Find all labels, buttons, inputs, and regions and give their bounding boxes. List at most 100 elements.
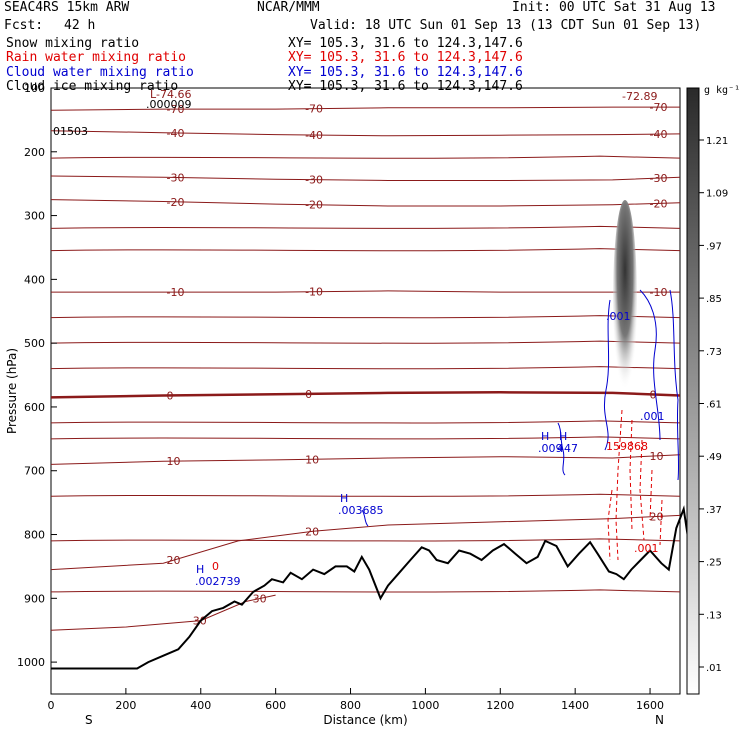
cloud-small bbox=[557, 422, 566, 476]
contour-label: 10 bbox=[305, 453, 319, 466]
colorbar-tick-label: .37 bbox=[706, 505, 722, 516]
contour-label: -30 bbox=[305, 174, 323, 187]
contour-line bbox=[50, 315, 681, 319]
contour-label: -40 bbox=[650, 128, 668, 141]
contour-label: -40 bbox=[167, 127, 185, 140]
contour-10 bbox=[50, 454, 681, 465]
h-label: H bbox=[559, 430, 567, 443]
colorbar-tick-label: .73 bbox=[706, 347, 722, 358]
field-rain-xy: XY= 105.3, 31.6 to 124.3,147.6 bbox=[288, 50, 523, 65]
h-label: H bbox=[340, 492, 348, 505]
contour-line bbox=[50, 225, 681, 229]
contour-line bbox=[50, 436, 681, 440]
contour-line bbox=[50, 248, 681, 252]
x-tick-label: 1200 bbox=[486, 699, 514, 712]
contour-label: -70 bbox=[650, 101, 668, 114]
contour-label: 0 bbox=[650, 389, 657, 402]
y-tick-label: 1000 bbox=[17, 656, 45, 669]
annotations: L -74.66.000009-72.8901503H.003685H.00273… bbox=[53, 88, 665, 588]
field-rain: Rain water mixing ratio bbox=[6, 50, 187, 65]
field-cloud-xy: XY= 105.3, 31.6 to 124.3,147.6 bbox=[288, 65, 523, 80]
contour-label: -30 bbox=[650, 172, 668, 185]
low-sub: .000009 bbox=[146, 98, 192, 111]
colorbar-tick-label: .49 bbox=[706, 452, 722, 463]
y-tick-label: 500 bbox=[24, 337, 45, 350]
contour-label: -30 bbox=[167, 171, 185, 184]
contour-line bbox=[50, 420, 681, 424]
h-value: .002739 bbox=[195, 575, 241, 588]
colorbar-tick-label: .85 bbox=[706, 294, 722, 305]
contour-label: -10 bbox=[167, 286, 185, 299]
y-tick-label: 700 bbox=[24, 465, 45, 478]
contour--40 bbox=[50, 130, 681, 137]
x-end-label-south: S bbox=[85, 713, 93, 727]
cloud-label: .001 bbox=[634, 542, 659, 555]
cloud-contours bbox=[361, 289, 680, 527]
x-end-label-north: N bbox=[655, 713, 664, 727]
h-value-rain: 159868 bbox=[606, 440, 648, 453]
rain-contours bbox=[607, 409, 663, 561]
contour--30 bbox=[50, 175, 681, 181]
colorbar-tick-label: 1.21 bbox=[706, 136, 728, 147]
colorbar-tick-label: .13 bbox=[706, 610, 722, 621]
contour-30 bbox=[50, 594, 276, 631]
contour-label: 10 bbox=[650, 450, 664, 463]
cloud-lines bbox=[603, 289, 680, 481]
plot-area bbox=[50, 87, 681, 695]
x-tick-label: 0 bbox=[48, 699, 55, 712]
colorbar-unit: g kg⁻¹ bbox=[704, 85, 740, 96]
contour-line bbox=[50, 538, 681, 542]
cloud-label: .001 bbox=[606, 310, 631, 323]
org-label: NCAR/MMM bbox=[257, 0, 320, 15]
contour-label: -10 bbox=[305, 286, 323, 299]
low-value: -74.66 bbox=[156, 88, 191, 101]
h-label: H bbox=[196, 563, 204, 576]
low-label: L bbox=[150, 88, 157, 101]
field-snow-xy: XY= 105.3, 31.6 to 124.3,147.6 bbox=[288, 36, 523, 51]
contour-label: -20 bbox=[305, 199, 323, 212]
model-title: SEAC4RS 15km ARW bbox=[4, 0, 130, 15]
fcst-label: Fcst: bbox=[4, 18, 44, 33]
h-value: 447 bbox=[557, 442, 578, 455]
y-tick-label: 600 bbox=[24, 401, 45, 414]
contour-line bbox=[50, 155, 681, 159]
contour-label: 0 bbox=[305, 388, 312, 401]
contour-0 bbox=[50, 391, 681, 399]
contour-label: 30 bbox=[253, 592, 267, 605]
contour-label: -20 bbox=[167, 196, 185, 209]
y-tick-label: 200 bbox=[24, 146, 45, 159]
field-ice: Cloud ice mixing ratio bbox=[6, 79, 179, 94]
field-ice-xy: XY= 105.3, 31.6 to 124.3,147.6 bbox=[288, 79, 523, 94]
x-tick-label: 1000 bbox=[411, 699, 439, 712]
terrain-profile bbox=[51, 505, 689, 670]
field-snow: Snow mixing ratio bbox=[6, 36, 140, 51]
y-tick-label: 100 bbox=[24, 82, 45, 95]
colorbar-tick-label: .97 bbox=[706, 241, 722, 252]
y-tick-label: 300 bbox=[24, 210, 45, 223]
snow-core bbox=[613, 200, 637, 400]
x-axis-title: Distance (km) bbox=[323, 713, 407, 727]
h-value: .003685 bbox=[338, 504, 384, 517]
contour-label: -70 bbox=[167, 103, 185, 116]
contour-label: 0 bbox=[167, 389, 174, 402]
temperature-contours: -70 -70 -70 -40 -40 -40 -30 -30 -30 -20 -20 -20 -10 -… bbox=[50, 101, 681, 631]
contour--70 bbox=[50, 106, 680, 111]
x-tick-label: 200 bbox=[115, 699, 136, 712]
left-value: 01503 bbox=[53, 125, 88, 138]
snow-shading bbox=[613, 200, 637, 400]
contour-label: 20 bbox=[167, 554, 181, 567]
contour-line bbox=[50, 493, 681, 497]
x-tick-label: 800 bbox=[340, 699, 361, 712]
rain-zero: 0 bbox=[212, 560, 219, 573]
plot-frame bbox=[50, 87, 681, 695]
contour-label: -70 bbox=[305, 103, 323, 116]
y-axis-title: Pressure (hPa) bbox=[5, 348, 19, 434]
x-tick-label: 400 bbox=[190, 699, 211, 712]
terrain-line bbox=[51, 505, 689, 670]
contour-label: -10 bbox=[650, 286, 668, 299]
contour-line bbox=[50, 340, 681, 344]
contour-label: -20 bbox=[650, 197, 668, 210]
y-tick-label: 900 bbox=[24, 592, 45, 605]
